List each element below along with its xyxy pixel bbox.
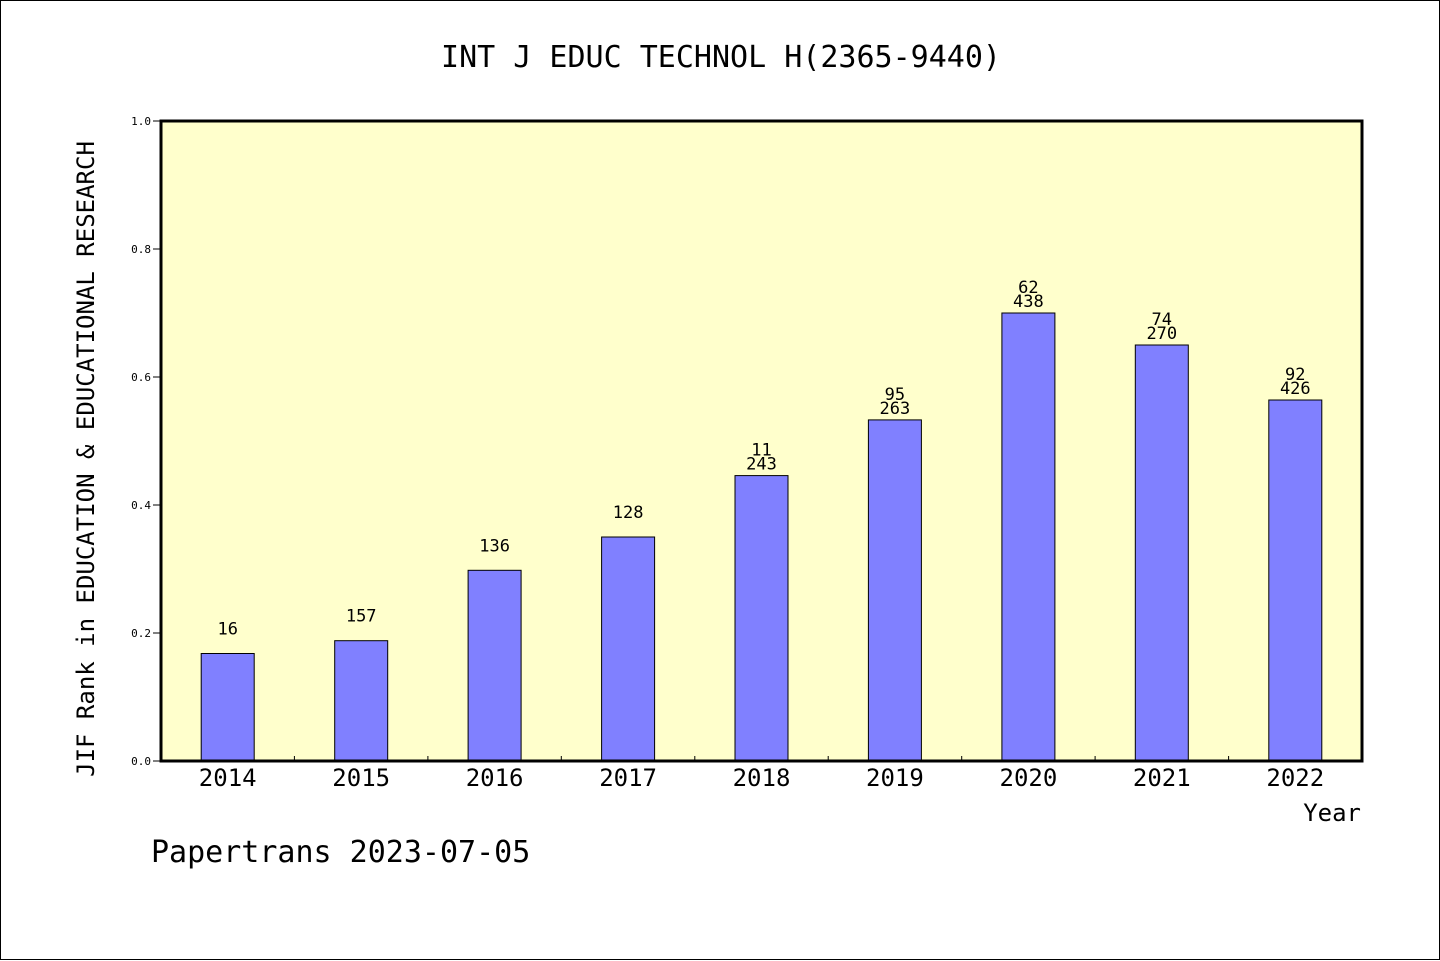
bar bbox=[467, 569, 522, 762]
bar bbox=[1268, 399, 1323, 762]
footer-credit: Papertrans 2023-07-05 bbox=[151, 835, 531, 870]
y-tick-label: 0.4 bbox=[131, 499, 151, 512]
bar-data-label: 270 bbox=[1146, 324, 1177, 344]
y-tick-label: 0.6 bbox=[131, 371, 151, 384]
chart-title: INT J EDUC TECHNOL H(2365-9440) bbox=[441, 40, 1001, 75]
y-tick-label: 1.0 bbox=[131, 115, 151, 128]
y-tick-label: 0.2 bbox=[131, 627, 151, 640]
bar-data-label: 128 bbox=[613, 503, 644, 523]
x-tick-label: 2016 bbox=[466, 764, 524, 792]
x-axis: 2014 2015 2016 2017 2018 2019 2020 2021 2022 bbox=[199, 756, 1324, 792]
bar-data-label: 243 bbox=[746, 455, 777, 475]
bar bbox=[734, 475, 789, 762]
bar-series bbox=[200, 312, 1323, 762]
bar-data-label: 16 bbox=[217, 620, 237, 640]
plot-border bbox=[159, 119, 1364, 763]
y-tick-label: 0.8 bbox=[131, 243, 151, 256]
bar bbox=[867, 419, 922, 762]
bar-data-label: 157 bbox=[346, 607, 377, 627]
bar-data-label: 263 bbox=[880, 399, 911, 419]
bar-data-label: 438 bbox=[1013, 292, 1044, 312]
x-tick-label: 2019 bbox=[866, 764, 924, 792]
bar bbox=[334, 640, 389, 762]
x-tick-label: 2017 bbox=[599, 764, 657, 792]
x-tick-label: 2021 bbox=[1133, 764, 1191, 792]
bar-data-label: 11 bbox=[751, 441, 771, 461]
bar-data-label: 62 bbox=[1018, 278, 1038, 298]
bar-data-label: 426 bbox=[1280, 379, 1311, 399]
bar bbox=[200, 653, 255, 762]
bar-data-label: 136 bbox=[479, 536, 510, 556]
y-axis: 0.0 0.2 0.4 0.6 0.8 1.0 bbox=[131, 115, 161, 768]
bar-data-label: 92 bbox=[1285, 365, 1305, 385]
y-axis-label: JIF Rank in EDUCATION & EDUCATIONAL RESE… bbox=[72, 141, 100, 777]
x-tick-label: 2014 bbox=[199, 764, 257, 792]
bar bbox=[1134, 344, 1189, 762]
x-axis-label: Year bbox=[1303, 799, 1361, 827]
x-tick-label: 2015 bbox=[332, 764, 390, 792]
bar-data-label: 74 bbox=[1152, 310, 1172, 330]
x-tick-label: 2022 bbox=[1266, 764, 1324, 792]
bar bbox=[601, 536, 656, 762]
bar-data-label: 95 bbox=[885, 385, 905, 405]
x-tick-label: 2020 bbox=[1000, 764, 1058, 792]
x-tick-label: 2018 bbox=[733, 764, 791, 792]
y-tick-label: 0.0 bbox=[131, 755, 151, 768]
bar bbox=[1001, 312, 1056, 762]
